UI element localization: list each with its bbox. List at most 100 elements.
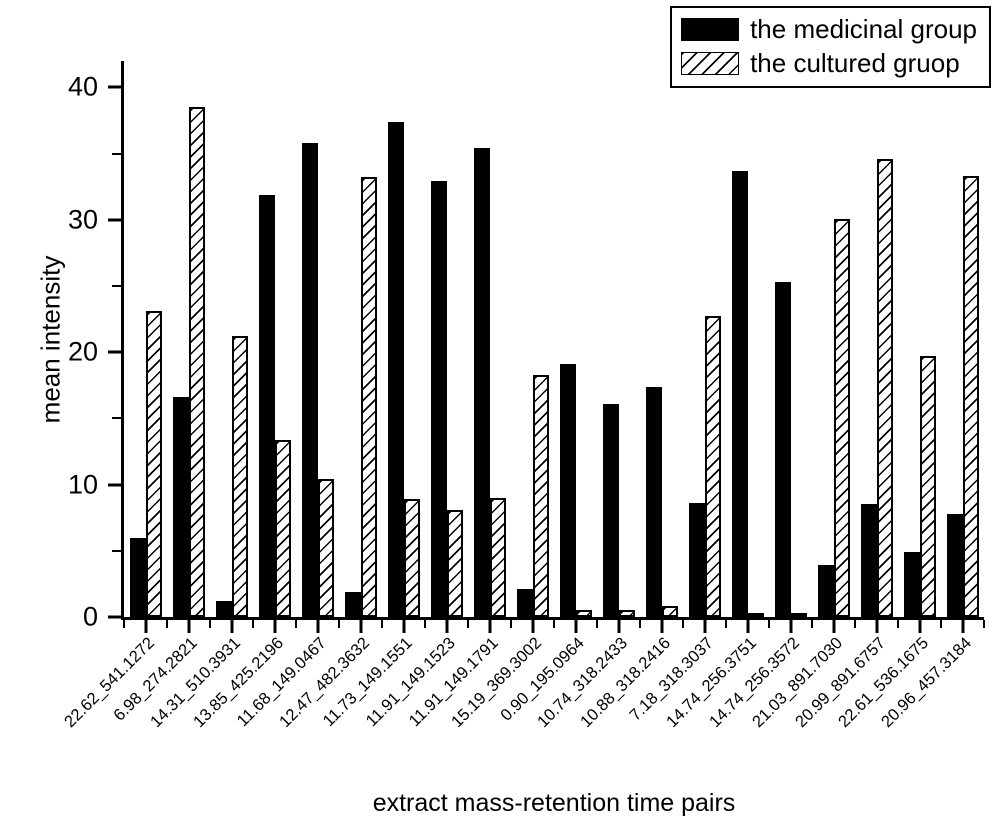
x-major-tick: [660, 620, 663, 633]
bar-cultured: [575, 610, 592, 617]
category-group: [683, 61, 726, 617]
category-group: [640, 61, 683, 617]
bar-medicinal: [688, 503, 705, 617]
x-axis-title: extract mass-retention time pairs: [372, 789, 736, 817]
x-major-tick: [703, 620, 706, 633]
bar-cultured: [403, 499, 420, 617]
bar-medicinal: [903, 552, 920, 617]
x-minor-tick: [811, 620, 813, 628]
bar-medicinal: [774, 282, 791, 617]
bar-cultured: [145, 311, 162, 617]
category-group: [468, 61, 511, 617]
x-minor-tick: [639, 620, 641, 628]
x-minor-tick: [338, 620, 340, 628]
x-major-tick: [144, 620, 147, 633]
bar-cultured: [532, 375, 549, 617]
x-minor-tick: [940, 620, 942, 628]
bar-medicinal: [946, 514, 963, 617]
y-major-tick: [108, 350, 121, 354]
x-major-tick: [187, 620, 190, 633]
category-group: [812, 61, 855, 617]
x-major-tick: [574, 620, 577, 633]
x-minor-tick: [381, 620, 383, 628]
x-minor-tick: [467, 620, 469, 628]
x-minor-tick: [725, 620, 727, 628]
bar-cultured: [446, 510, 463, 617]
bar-cultured: [489, 498, 506, 617]
x-major-tick: [316, 620, 319, 633]
x-minor-tick: [854, 620, 856, 628]
bar-cultured: [876, 159, 893, 617]
x-minor-tick: [510, 620, 512, 628]
bar-medicinal: [258, 195, 275, 617]
x-minor-tick: [424, 620, 426, 628]
x-major-tick: [273, 620, 276, 633]
bar-cultured: [360, 177, 377, 617]
category-group: [554, 61, 597, 617]
y-minor-tick: [112, 417, 121, 420]
x-minor-tick: [123, 620, 125, 628]
bar-medicinal: [430, 181, 447, 617]
legend-label-cultured: the cultured gruop: [750, 48, 960, 78]
legend-item-cultured: the cultured gruop: [681, 48, 977, 78]
bar-cultured: [747, 613, 764, 617]
y-major-tick: [108, 615, 121, 619]
bar-medicinal: [344, 592, 361, 617]
bar-medicinal: [215, 601, 232, 617]
y-tick-label: 20: [67, 336, 98, 367]
category-group: [210, 61, 253, 617]
x-major-tick: [230, 620, 233, 633]
y-minor-tick: [112, 549, 121, 552]
bar-cultured: [274, 440, 291, 617]
bar-cultured: [919, 356, 936, 617]
solid-swatch-icon: [681, 17, 740, 41]
category-group: [511, 61, 554, 617]
x-minor-tick: [252, 620, 254, 628]
bar-medicinal: [602, 404, 619, 617]
bar-medicinal: [817, 565, 834, 617]
x-major-tick: [875, 620, 878, 633]
category-group: [296, 61, 339, 617]
x-minor-tick: [295, 620, 297, 628]
category-group: [124, 61, 167, 617]
bar-medicinal: [731, 171, 748, 617]
category-group: [769, 61, 812, 617]
legend-label-medicinal: the medicinal group: [750, 14, 977, 44]
bar-cultured: [833, 219, 850, 617]
x-minor-tick: [209, 620, 211, 628]
y-major-tick: [108, 483, 121, 487]
y-tick-label: 10: [67, 469, 98, 500]
x-major-tick: [445, 620, 448, 633]
bar-cultured: [317, 479, 334, 617]
bar-medicinal: [860, 504, 877, 617]
category-group: [167, 61, 210, 617]
legend-item-medicinal: the medicinal group: [681, 14, 977, 44]
y-minor-tick: [112, 285, 121, 288]
bar-medicinal: [645, 387, 662, 617]
x-major-tick: [531, 620, 534, 633]
x-minor-tick: [553, 620, 555, 628]
bar-cultured: [188, 107, 205, 617]
x-major-tick: [488, 620, 491, 633]
bar-cultured: [661, 606, 678, 617]
category-group: [253, 61, 296, 617]
y-major-tick: [108, 85, 121, 89]
x-major-tick: [746, 620, 749, 633]
bar-cultured: [704, 316, 721, 617]
x-major-tick: [832, 620, 835, 633]
category-group: [339, 61, 382, 617]
x-major-tick: [918, 620, 921, 633]
bar-cultured: [618, 610, 635, 617]
y-major-tick: [108, 218, 121, 222]
y-tick-label: 0: [82, 601, 98, 632]
category-group: [597, 61, 640, 617]
x-major-tick: [789, 620, 792, 633]
y-tick-label: 40: [67, 71, 98, 102]
hatched-swatch-icon: [681, 51, 740, 75]
x-minor-tick: [983, 620, 985, 628]
bar-cultured: [962, 176, 979, 617]
x-minor-tick: [897, 620, 899, 628]
x-major-tick: [617, 620, 620, 633]
bar-medicinal: [559, 364, 576, 617]
bar-medicinal: [387, 122, 404, 617]
